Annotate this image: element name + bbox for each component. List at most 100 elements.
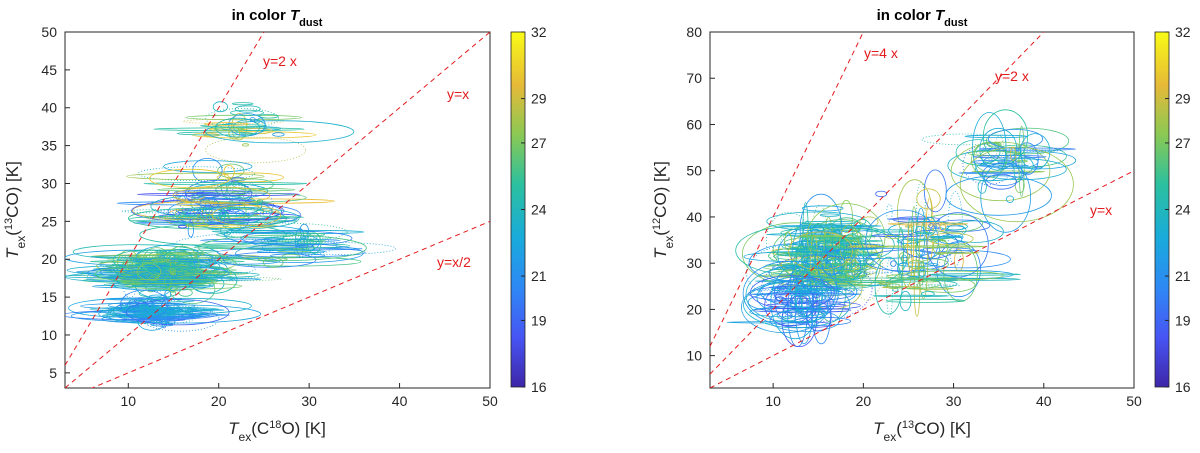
ellipse-mark bbox=[985, 174, 1017, 190]
ellipse-mark bbox=[225, 222, 348, 242]
ellipse-mark bbox=[799, 193, 843, 265]
x-tick-label: 20 bbox=[211, 393, 227, 409]
colorbar-tick-label: 29 bbox=[1175, 91, 1191, 107]
reference-lines bbox=[65, 32, 490, 388]
ellipse-mark bbox=[212, 101, 228, 113]
ellipse-mark bbox=[741, 281, 829, 334]
ellipse-mark bbox=[120, 289, 169, 319]
y-tick-label: 20 bbox=[686, 301, 702, 317]
ellipse-mark bbox=[887, 222, 969, 226]
ellipse-mark bbox=[750, 275, 835, 310]
y-tick-label: 25 bbox=[41, 213, 57, 229]
colorbar-tick-label: 19 bbox=[1175, 312, 1191, 328]
ellipse-mark bbox=[172, 232, 337, 259]
ellipse-mark bbox=[770, 287, 815, 292]
y-tick-label: 40 bbox=[41, 100, 57, 116]
y-tick-label: 20 bbox=[41, 251, 57, 267]
x-tick-label: 40 bbox=[392, 393, 408, 409]
ellipse-mark bbox=[806, 301, 832, 332]
ellipse-mark bbox=[157, 187, 296, 192]
y-axis-label: Tex(12CO) [K] bbox=[651, 161, 676, 259]
chart-title: in color Tdust bbox=[877, 7, 968, 29]
ellipse-mark bbox=[177, 190, 216, 212]
y-axis-label: Tex(13CO) [K] bbox=[3, 161, 28, 259]
ellipse-mark bbox=[926, 212, 989, 278]
ellipse-mark bbox=[112, 249, 181, 271]
ellipse-mark bbox=[872, 294, 950, 297]
ellipse-mark bbox=[101, 313, 176, 317]
ellipse-mark bbox=[242, 143, 249, 147]
colorbar-tick-label: 24 bbox=[1175, 202, 1191, 218]
x-tick-label: 50 bbox=[1126, 393, 1142, 409]
reference-line-label: y=4 x bbox=[864, 45, 898, 61]
y-ticks: 10 20 30 40 50 60 70 80 bbox=[686, 24, 715, 364]
ellipse-mark bbox=[166, 318, 176, 325]
ellipse-mark bbox=[141, 305, 220, 332]
ellipse-mark bbox=[794, 285, 810, 316]
ellipse-mark bbox=[149, 168, 231, 188]
reference-lines bbox=[710, 32, 1134, 388]
reference-line bbox=[65, 32, 490, 388]
ellipse-mark bbox=[864, 284, 960, 287]
ellipse-mark bbox=[955, 139, 1001, 166]
x-tick-label: 10 bbox=[121, 393, 137, 409]
ellipse-mark bbox=[138, 260, 169, 271]
ellipse-mark bbox=[294, 244, 314, 248]
ellipse-mark bbox=[921, 291, 935, 297]
y-tick-label: 30 bbox=[41, 175, 57, 191]
ellipse-mark bbox=[205, 120, 355, 144]
ellipse-mark bbox=[203, 122, 249, 126]
ellipse-mark bbox=[235, 243, 364, 264]
ellipse-mark bbox=[793, 316, 852, 326]
chart-title: in color Tdust bbox=[232, 7, 323, 29]
ellipse-mark bbox=[914, 214, 941, 286]
ellipse-mark bbox=[215, 117, 260, 138]
ellipse-mark bbox=[859, 216, 879, 228]
ellipse-mark bbox=[917, 277, 976, 293]
reference-line-label: y=x bbox=[447, 86, 469, 102]
ellipse-mark bbox=[164, 275, 172, 289]
ellipse-mark bbox=[817, 237, 857, 240]
ellipse-mark bbox=[794, 277, 819, 287]
ellipse-mark bbox=[839, 224, 859, 264]
ellipse-mark bbox=[896, 239, 918, 244]
x-ticks: 10 20 30 40 50 bbox=[121, 383, 498, 409]
x-tick-label: 20 bbox=[856, 393, 872, 409]
ellipse-mark bbox=[769, 309, 840, 332]
ellipse-mark bbox=[223, 164, 235, 179]
ellipse-mark bbox=[899, 251, 911, 261]
ellipse-mark bbox=[765, 212, 812, 271]
ellipse-mark bbox=[98, 304, 262, 324]
ellipse-mark bbox=[890, 260, 897, 267]
x-tick-label: 10 bbox=[765, 393, 781, 409]
ellipse-mark bbox=[822, 226, 836, 231]
reference-line-label: y=x bbox=[1090, 202, 1112, 218]
ellipse-mark bbox=[261, 247, 294, 251]
x-ticks: 10 20 30 40 50 bbox=[765, 383, 1142, 409]
ellipse-mark bbox=[925, 197, 934, 261]
ellipse-mark bbox=[803, 290, 810, 295]
ellipse-mark bbox=[216, 172, 284, 183]
ellipse-mark bbox=[935, 251, 980, 254]
ellipse-mark bbox=[187, 222, 194, 238]
ellipse-mark bbox=[249, 117, 256, 122]
reference-line-label: y=2 x bbox=[995, 68, 1029, 84]
reference-line bbox=[710, 32, 1045, 375]
ellipse-mark bbox=[927, 235, 965, 239]
x-tick-label: 30 bbox=[301, 393, 317, 409]
x-tick-label: 40 bbox=[1036, 393, 1052, 409]
ellipse-mark bbox=[260, 241, 396, 256]
y-tick-label: 70 bbox=[686, 70, 702, 86]
ellipse-mark bbox=[888, 220, 967, 240]
ellipse-mark bbox=[146, 216, 235, 221]
y-tick-label: 50 bbox=[41, 24, 57, 40]
ellipse-mark bbox=[1009, 147, 1017, 161]
ellipse-mark bbox=[800, 263, 823, 323]
ellipse-mark bbox=[896, 270, 1005, 281]
y-tick-label: 10 bbox=[686, 348, 702, 364]
colorbar-tick-label: 27 bbox=[531, 135, 547, 151]
ellipse-mark bbox=[176, 131, 254, 136]
ellipse-mark bbox=[1019, 133, 1051, 170]
ellipse-mark bbox=[865, 209, 939, 273]
ellipse-mark bbox=[907, 217, 915, 237]
